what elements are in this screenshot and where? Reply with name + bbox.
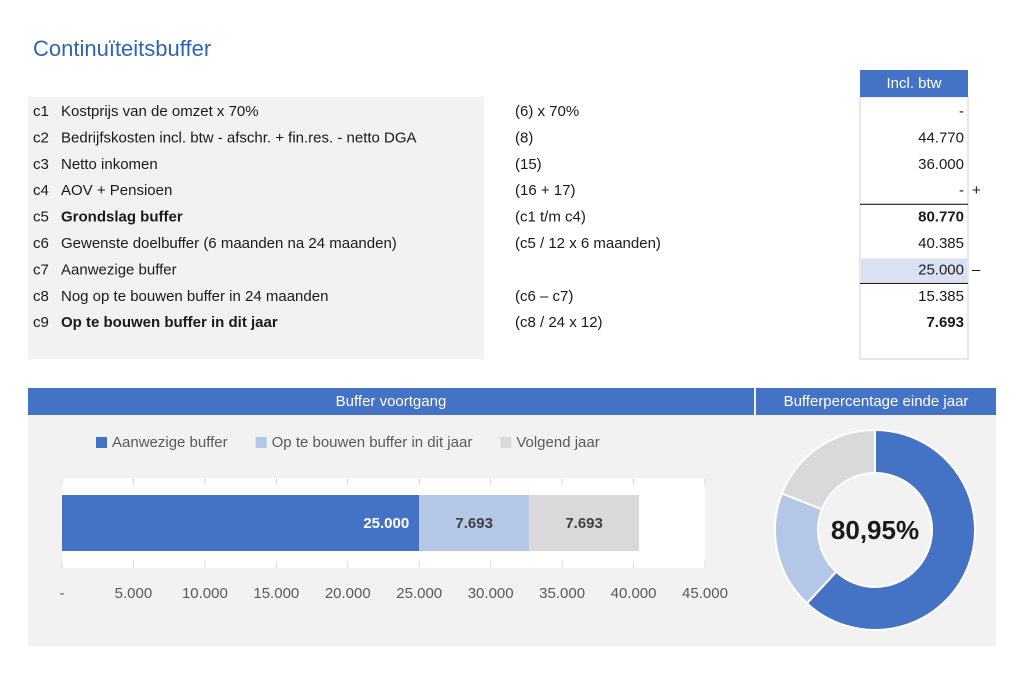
legend-swatch [96, 437, 107, 448]
row-label: AOV + Pensioen [61, 182, 172, 199]
legend-label: Volgend jaar [516, 434, 599, 451]
row-value: 80.770 [918, 209, 964, 226]
row-value: 25.000 [918, 261, 964, 278]
x-tick-label: 45.000 [682, 585, 728, 602]
row-code: c7 [33, 261, 49, 278]
x-tick-label: 5.000 [115, 585, 153, 602]
row-label: Gewenste doelbuffer (6 maanden na 24 maa… [61, 235, 397, 252]
value-column [859, 96, 969, 360]
x-tick-label: 25.000 [396, 585, 442, 602]
data-label: 7.693 [455, 515, 493, 532]
row-code: c8 [33, 288, 49, 305]
row-formula: (6) x 70% [515, 103, 579, 120]
label-background [28, 97, 484, 359]
x-tick-label: 40.000 [611, 585, 657, 602]
data-label: 25.000 [363, 515, 409, 532]
x-tick-label: - [60, 585, 65, 602]
row-label: Grondslag buffer [61, 209, 183, 226]
column-header: Incl. btw [886, 75, 941, 92]
chart-header [756, 388, 996, 415]
x-tick-label: 35.000 [539, 585, 585, 602]
row-value: 7.693 [926, 314, 964, 331]
x-tick-label: 30.000 [468, 585, 514, 602]
row-value: 36.000 [918, 156, 964, 173]
x-tick-label: 15.000 [253, 585, 299, 602]
row-operator: + [972, 182, 981, 199]
row-label: Netto inkomen [61, 156, 158, 173]
row-label: Op te bouwen buffer in dit jaar [61, 314, 278, 331]
bar-segment [62, 495, 420, 551]
row-code: c3 [33, 156, 49, 173]
row-code: c1 [33, 103, 49, 120]
page-title: Continuïteitsbuffer [33, 36, 211, 61]
legend-swatch [255, 437, 267, 448]
row-code: c5 [33, 209, 49, 226]
row-value: 44.770 [918, 129, 964, 146]
row-formula: (c8 / 24 x 12) [515, 314, 603, 331]
chart-header [28, 388, 754, 415]
row-value: 15.385 [918, 288, 964, 305]
row-label: Bedrijfskosten incl. btw - afschr. + fin… [61, 129, 417, 146]
input-cell [861, 258, 967, 283]
row-label: Nog op te bouwen buffer in 24 maanden [61, 288, 328, 305]
row-formula: (c5 / 12 x 6 maanden) [515, 235, 661, 252]
row-value: - [959, 182, 964, 199]
row-formula: (16 + 17) [515, 182, 575, 199]
x-tick-label: 20.000 [325, 585, 371, 602]
legend-label: Aanwezige buffer [112, 434, 228, 451]
row-code: c6 [33, 235, 49, 252]
legend-label: Op te bouwen buffer in dit jaar [272, 434, 473, 451]
row-formula: (c1 t/m c4) [515, 209, 586, 226]
row-label: Aanwezige buffer [61, 261, 177, 278]
chart-title: Bufferpercentage einde jaar [784, 393, 969, 410]
legend-swatch [500, 437, 512, 448]
bar-segment [529, 495, 640, 551]
center-label: 80,95% [831, 515, 919, 545]
bar-segment [419, 495, 530, 551]
row-code: c2 [33, 129, 49, 146]
row-formula: (8) [515, 129, 533, 146]
row-formula: (15) [515, 156, 542, 173]
donut-segment [780, 428, 876, 511]
chart-title: Buffer voortgang [336, 393, 447, 410]
row-label: Kostprijs van de omzet x 70% [61, 103, 259, 120]
row-code: c4 [33, 182, 49, 199]
x-tick-label: 10.000 [182, 585, 228, 602]
data-label: 7.693 [565, 515, 603, 532]
row-code: c9 [33, 314, 49, 331]
column-header-cell [860, 70, 968, 97]
row-value: 40.385 [918, 235, 964, 252]
donut-segment [805, 428, 976, 631]
row-value: - [959, 103, 964, 120]
row-formula: (c6 – c7) [515, 288, 573, 305]
row-operator: – [972, 261, 981, 278]
